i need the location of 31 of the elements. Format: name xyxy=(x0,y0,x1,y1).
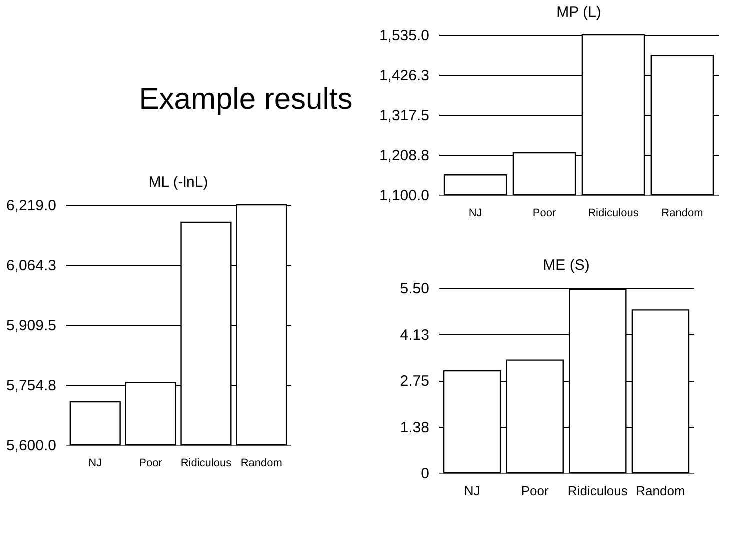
y-tick-label: 0 xyxy=(421,466,430,482)
chart-title: ML (-lnL) xyxy=(148,174,208,191)
x-tick-label: Ridiculous xyxy=(180,458,232,470)
y-tick-label: 6,064.3 xyxy=(6,258,56,274)
y-tick-label: 5,909.5 xyxy=(6,318,56,334)
x-tick-label: Random xyxy=(662,208,704,220)
y-tick-label: 2.75 xyxy=(400,373,430,390)
x-tick-label: Poor xyxy=(139,458,163,470)
y-tick-label: 1.38 xyxy=(400,419,430,436)
text: Example results xyxy=(139,83,353,116)
x-tick-label: Poor xyxy=(532,208,556,220)
chart-title: ME (S) xyxy=(543,257,590,274)
y-tick-label: 4.13 xyxy=(400,326,430,344)
x-tick-label: Ridiculous xyxy=(588,208,640,220)
x-tick-label: NJ xyxy=(88,458,102,470)
y-tick-label: 6,219.0 xyxy=(6,198,56,214)
y-tick-label: 1,208.8 xyxy=(379,148,430,164)
x-tick-label: NJ xyxy=(464,484,480,498)
y-tick-label: 5,754.8 xyxy=(6,378,56,394)
x-tick-label: NJ xyxy=(468,208,482,220)
x-tick-label: Random xyxy=(636,484,686,498)
y-tick-label: 1,317.5 xyxy=(379,108,430,124)
chart-title: MP (L) xyxy=(556,4,602,21)
y-tick-label: 5.50 xyxy=(400,280,430,298)
y-tick-label: 1,100.0 xyxy=(379,188,430,204)
y-tick-label: 1,426.3 xyxy=(379,68,430,84)
x-tick-label: Random xyxy=(240,458,282,470)
x-tick-label: Poor xyxy=(521,484,550,498)
y-tick-label: 1,535.0 xyxy=(379,28,430,44)
x-tick-label: Ridiculous xyxy=(568,484,628,498)
y-tick-label: 5,600.0 xyxy=(6,438,56,454)
